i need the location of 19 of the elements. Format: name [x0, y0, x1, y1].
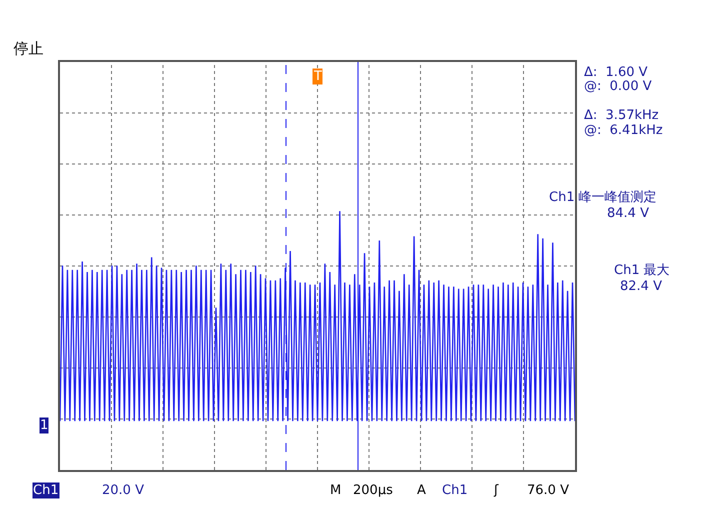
text: ʃ: [493, 483, 499, 498]
text: M: [330, 483, 342, 498]
text: 82.4 V: [620, 279, 662, 294]
text: Ch1 峰一峰值测定: [549, 190, 657, 205]
text: 76.0 V: [527, 483, 570, 498]
text: 20.0 V: [102, 483, 144, 498]
text: Ch1: [33, 483, 59, 498]
text: Δ: 3.57kHz: [584, 108, 659, 123]
text: A: [417, 483, 426, 498]
text: Δ: 1.60 V: [584, 65, 648, 80]
text: 1: [40, 418, 48, 433]
chart-title: 停止: [14, 39, 44, 58]
text: @: 6.41kHz: [584, 123, 663, 138]
text: Ch1: [442, 483, 468, 498]
text: T: [313, 69, 322, 84]
text: 84.4 V: [607, 206, 650, 221]
text: Ch1 最大: [614, 263, 670, 278]
text: @: 0.00 V: [584, 79, 652, 94]
text: 200µs: [353, 483, 394, 498]
